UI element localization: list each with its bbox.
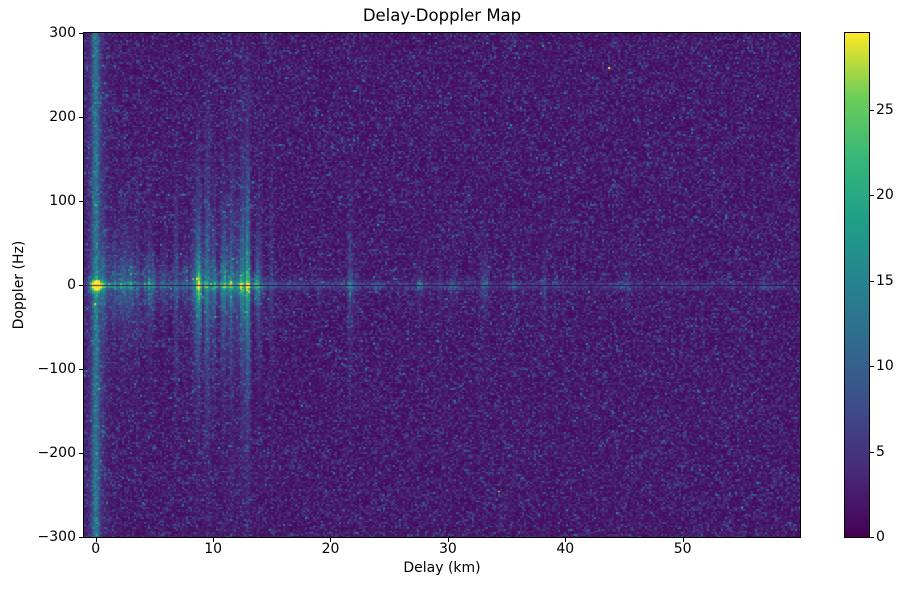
x-tick-label: 50	[673, 541, 692, 557]
y-tick-label: 300	[49, 25, 76, 41]
tick-mark	[682, 538, 684, 542]
tick-mark	[870, 280, 874, 282]
tick-mark	[79, 117, 83, 118]
x-tick-label: 0	[91, 541, 101, 557]
colorbar-tick-label: 5	[876, 443, 885, 460]
tick-mark	[870, 109, 874, 111]
y-tick-label: −200	[37, 445, 76, 461]
colorbar-gradient	[845, 33, 869, 537]
x-tick-label: 10	[204, 541, 223, 557]
tick-mark	[79, 453, 83, 454]
chart-title: Delay-Doppler Map	[362, 6, 522, 25]
plot-area	[83, 32, 801, 538]
x-axis-label: Delay (km)	[403, 560, 481, 576]
tick-mark	[870, 451, 874, 453]
x-tick-label: 20	[321, 541, 340, 557]
y-tick-label: 0	[67, 277, 76, 293]
tick-mark	[95, 538, 97, 542]
tick-mark	[870, 537, 874, 538]
tick-mark	[870, 195, 874, 197]
tick-mark	[330, 538, 332, 542]
y-tick-label: 100	[49, 193, 76, 209]
tick-mark	[79, 369, 83, 370]
tick-mark	[79, 201, 83, 202]
tick-mark	[447, 538, 449, 542]
colorbar-tick-label: 20	[876, 187, 894, 204]
tick-mark	[79, 285, 83, 286]
x-tick-label: 40	[556, 541, 575, 557]
x-tick-label: 30	[438, 541, 457, 557]
y-tick-label: −300	[37, 529, 76, 545]
tick-mark	[870, 366, 874, 368]
colorbar-tick-label: 15	[876, 272, 894, 289]
y-tick-label: −100	[37, 361, 76, 377]
tick-mark	[79, 33, 83, 34]
heatmap-canvas	[84, 33, 800, 537]
tick-mark	[565, 538, 567, 542]
tick-mark	[213, 538, 215, 542]
colorbar-tick-label: 0	[876, 529, 885, 545]
y-tick-label: 200	[49, 109, 76, 125]
tick-mark	[79, 537, 83, 538]
colorbar	[844, 32, 870, 538]
colorbar-tick-label: 10	[876, 358, 894, 375]
colorbar-tick-label: 25	[876, 101, 894, 118]
